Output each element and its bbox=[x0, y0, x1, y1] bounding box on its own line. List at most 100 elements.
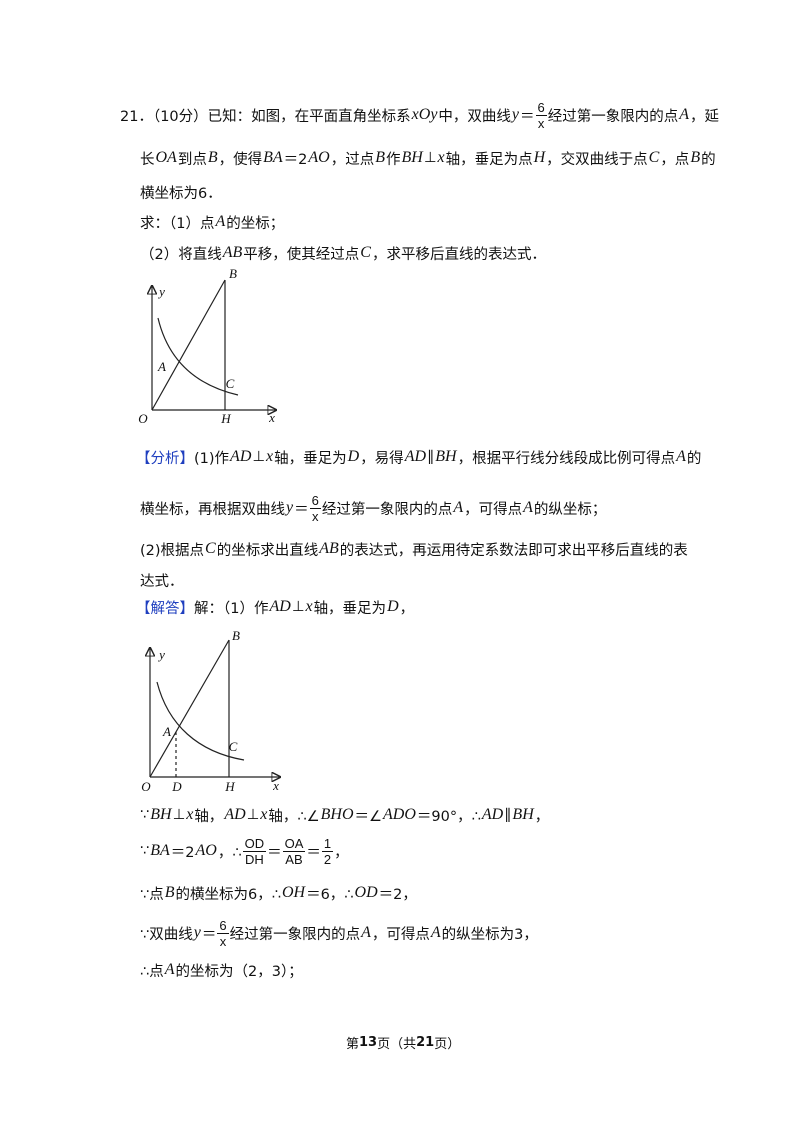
footer: 第 13 页（共 21 页） bbox=[346, 1022, 460, 1062]
figure-2 bbox=[150, 639, 280, 777]
text-line: ∵双曲线 y ＝ 6 x 经过第一象限内的点 A ，可得点 A 的纵坐标为3， bbox=[140, 913, 538, 953]
text-line: 【解答】 解：（1）作 AD ⊥ x 轴，垂足为 D， bbox=[136, 587, 414, 627]
text: ，∴ bbox=[217, 844, 242, 861]
text: 页（共 bbox=[377, 1036, 417, 1052]
denominator: x bbox=[311, 508, 319, 524]
fraction: OA AB bbox=[282, 836, 306, 867]
math-var: C bbox=[360, 244, 371, 261]
text: ， bbox=[534, 808, 550, 825]
math-var: AD bbox=[481, 806, 504, 823]
text: ＝6，∴ bbox=[306, 886, 354, 903]
math-var: A bbox=[679, 106, 690, 123]
figure-1 bbox=[152, 279, 276, 410]
text: 中，双曲线 bbox=[438, 108, 511, 125]
text: ∵ bbox=[140, 843, 150, 859]
text: ，过点 bbox=[330, 151, 375, 168]
figure-label: C bbox=[226, 376, 235, 391]
math-var: OH bbox=[281, 884, 306, 901]
text: 经过第一象限内的点 bbox=[547, 108, 679, 125]
text: ＝ bbox=[306, 844, 321, 861]
figure-label: B bbox=[232, 628, 240, 643]
text: 的坐标； bbox=[226, 215, 285, 232]
math-var: AO bbox=[195, 842, 217, 859]
math-var: BH bbox=[401, 149, 423, 166]
text: 求：（1）点 bbox=[140, 215, 215, 232]
math-var: x bbox=[260, 806, 268, 823]
text: 横坐标为6． bbox=[140, 185, 222, 202]
math-var: AB bbox=[319, 540, 339, 557]
math-var: y bbox=[286, 499, 294, 516]
math-var: B bbox=[164, 884, 175, 901]
page-number: 13 bbox=[359, 1034, 378, 1050]
math-var: A bbox=[676, 448, 686, 465]
numerator: 6 bbox=[535, 99, 547, 116]
figure-label: x bbox=[268, 410, 275, 425]
text: ∥ bbox=[504, 807, 512, 823]
math-var: BA bbox=[150, 842, 170, 859]
text: ＝2 bbox=[170, 844, 195, 861]
math-var: x bbox=[437, 149, 445, 166]
text-line: ∴点 A 的坐标为（2，3）； bbox=[140, 950, 303, 990]
text: ，求平移后直线的表达式． bbox=[371, 246, 546, 263]
text: 的横坐标为6，∴ bbox=[175, 886, 281, 903]
figure-label: D bbox=[171, 779, 182, 794]
math-var: AD bbox=[269, 598, 291, 615]
numerator: OD bbox=[242, 835, 267, 852]
text: 第 bbox=[346, 1036, 360, 1052]
numerator: 6 bbox=[309, 492, 321, 509]
text: (1)作 bbox=[194, 450, 230, 467]
math-var: C bbox=[205, 540, 216, 557]
math-var: BH bbox=[512, 806, 534, 823]
text-line: 横坐标为6． bbox=[140, 172, 222, 212]
math-var: y bbox=[511, 106, 520, 123]
page-number: 21 bbox=[416, 1034, 435, 1050]
text: （2）将直线 bbox=[140, 246, 222, 263]
math-var: A bbox=[361, 924, 371, 941]
text: ＝2 bbox=[283, 151, 308, 168]
text: ∵ bbox=[140, 807, 150, 823]
hyperbola bbox=[157, 317, 239, 396]
math-var: AB bbox=[222, 244, 243, 261]
math-var: ADO bbox=[383, 806, 416, 823]
text: ＝2， bbox=[378, 886, 417, 903]
math-var: A bbox=[430, 924, 441, 941]
text: ，交双曲线于点 bbox=[546, 151, 648, 168]
text-line: (2)根据点 C 的坐标求出直线 AB 的表达式，再运用待定系数法即可求出平移后直线的表 bbox=[140, 529, 688, 569]
math-var: D bbox=[387, 598, 399, 615]
text: ∵双曲线 bbox=[140, 926, 193, 943]
text: 平移，使其经过点 bbox=[243, 246, 360, 263]
text: 横坐标，再根据双曲线 bbox=[140, 501, 285, 518]
denominator: 2 bbox=[323, 851, 332, 867]
math-var: BA bbox=[263, 149, 283, 166]
text: 轴，∴∠ bbox=[268, 808, 320, 825]
math-var: AD bbox=[230, 448, 252, 465]
figure-label: C bbox=[229, 739, 238, 754]
text-line: ∵点 B 的横坐标为6，∴ OH ＝6，∴ OD ＝2， bbox=[140, 873, 417, 913]
fraction: OD DH bbox=[242, 835, 267, 867]
figure-label: H bbox=[224, 779, 235, 794]
math-var: BH bbox=[150, 806, 172, 823]
math-var: OD bbox=[354, 884, 378, 901]
math-var: x bbox=[305, 598, 313, 615]
text: ＝∠ bbox=[354, 808, 383, 825]
figure-label: y bbox=[157, 647, 165, 662]
text: ⊥ bbox=[252, 449, 266, 465]
text: ⊥ bbox=[291, 599, 305, 615]
text: ，点 bbox=[660, 151, 690, 168]
math-var: A bbox=[453, 499, 464, 516]
text: ，易得 bbox=[360, 450, 404, 467]
text: 经过第一象限内的点 bbox=[321, 501, 453, 518]
text: 到点 bbox=[177, 151, 207, 168]
text: ∥ bbox=[427, 449, 435, 465]
text: ⊥ bbox=[423, 150, 437, 166]
text: ＝ bbox=[294, 501, 309, 518]
figure-label: A bbox=[157, 359, 166, 374]
text: ⊥ bbox=[172, 807, 186, 823]
text: ，延 bbox=[690, 108, 720, 125]
text: 解：（1）作 bbox=[194, 600, 269, 617]
text: 的纵坐标为3， bbox=[441, 926, 538, 943]
math-var: C bbox=[648, 149, 660, 166]
math-var: D bbox=[347, 448, 360, 465]
